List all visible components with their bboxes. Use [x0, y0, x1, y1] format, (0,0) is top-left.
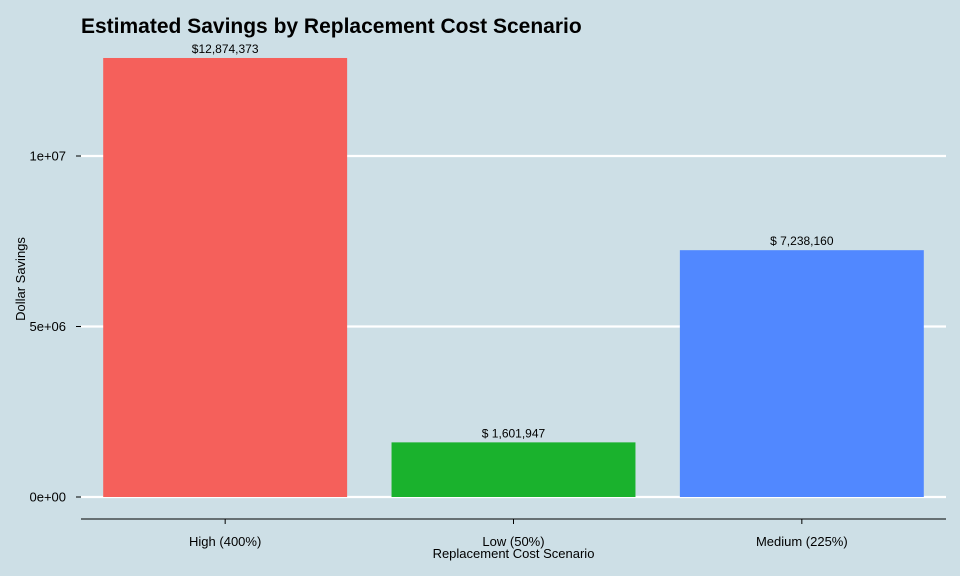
x-tick-label: High (400%): [189, 534, 261, 549]
y-tick-label: 5e+06: [29, 319, 66, 334]
data-label: $ 7,238,160: [770, 234, 834, 248]
y-tick-label: 0e+00: [29, 490, 66, 505]
bar: [391, 442, 636, 497]
data-label: $12,874,373: [192, 42, 259, 56]
y-axis-title: Dollar Savings: [13, 237, 28, 321]
bar: [103, 57, 348, 497]
bar: [679, 250, 924, 497]
y-tick-label: 1e+07: [29, 149, 66, 164]
chart-title: Estimated Savings by Replacement Cost Sc…: [81, 15, 582, 38]
x-tick-label: Medium (225%): [756, 534, 848, 549]
x-axis-title: Replacement Cost Scenario: [433, 546, 595, 561]
data-label: $ 1,601,947: [482, 426, 546, 440]
x-tick-label: Low (50%): [482, 534, 544, 549]
